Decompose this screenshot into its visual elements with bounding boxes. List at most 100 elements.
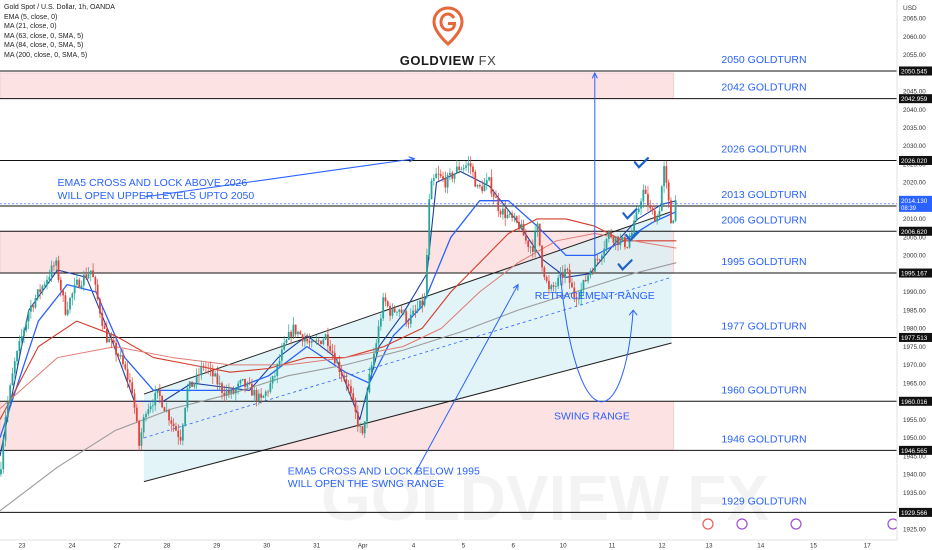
candle[interactable]	[267, 389, 269, 397]
candle[interactable]	[460, 166, 463, 171]
candle[interactable]	[152, 399, 154, 413]
candle[interactable]	[554, 281, 557, 294]
candle[interactable]	[306, 333, 309, 345]
candle[interactable]	[352, 387, 355, 403]
candle[interactable]	[343, 371, 345, 382]
candle[interactable]	[46, 275, 48, 290]
candle[interactable]	[644, 185, 647, 194]
candle[interactable]	[432, 174, 435, 186]
candle[interactable]	[308, 333, 311, 349]
candle[interactable]	[255, 387, 258, 407]
candle[interactable]	[568, 263, 571, 289]
candle[interactable]	[587, 274, 589, 284]
candle[interactable]	[400, 306, 403, 314]
candle[interactable]	[251, 378, 253, 396]
candle[interactable]	[612, 235, 615, 248]
candle[interactable]	[57, 255, 60, 283]
candle[interactable]	[234, 386, 237, 401]
candle[interactable]	[290, 329, 292, 345]
candle[interactable]	[280, 343, 283, 367]
candle[interactable]	[126, 361, 129, 388]
candle[interactable]	[41, 284, 44, 296]
candle[interactable]	[161, 394, 164, 408]
candle[interactable]	[262, 395, 265, 399]
candle[interactable]	[6, 396, 9, 423]
candle[interactable]	[419, 300, 421, 310]
candle[interactable]	[211, 364, 214, 384]
channel-lower-line[interactable]	[143, 342, 672, 483]
candle[interactable]	[294, 324, 297, 339]
candle[interactable]	[331, 343, 334, 360]
candle[interactable]	[651, 205, 654, 215]
candle[interactable]	[177, 424, 180, 445]
candle[interactable]	[23, 327, 25, 343]
candle[interactable]	[340, 365, 343, 382]
channel-upper-line[interactable]	[143, 211, 672, 395]
candle[interactable]	[128, 372, 131, 390]
ma-line-4[interactable]	[0, 262, 677, 512]
candle[interactable]	[264, 389, 267, 401]
candle[interactable]	[310, 335, 313, 348]
candle[interactable]	[147, 403, 150, 417]
candle[interactable]	[455, 159, 458, 175]
candle[interactable]	[511, 210, 514, 222]
candle[interactable]	[50, 260, 53, 283]
candle[interactable]	[550, 283, 553, 292]
candle[interactable]	[181, 422, 184, 446]
candle[interactable]	[497, 192, 500, 217]
candle[interactable]	[368, 367, 371, 394]
candle[interactable]	[122, 349, 124, 367]
candle[interactable]	[170, 416, 173, 432]
candle[interactable]	[538, 223, 541, 247]
candle[interactable]	[469, 156, 472, 175]
candle[interactable]	[640, 198, 642, 215]
candle[interactable]	[584, 274, 587, 282]
candle[interactable]	[672, 219, 675, 224]
candle[interactable]	[453, 172, 456, 184]
candle[interactable]	[421, 293, 424, 313]
candle[interactable]	[297, 330, 299, 337]
candle[interactable]	[62, 289, 65, 302]
candle[interactable]	[642, 184, 645, 208]
candle[interactable]	[483, 177, 486, 192]
candle[interactable]	[87, 267, 90, 280]
candle[interactable]	[435, 168, 438, 179]
candle[interactable]	[32, 303, 35, 312]
candle[interactable]	[446, 172, 449, 194]
candle[interactable]	[543, 265, 546, 281]
candle[interactable]	[536, 221, 539, 237]
candle[interactable]	[4, 411, 7, 447]
candle[interactable]	[271, 375, 274, 389]
candle[interactable]	[78, 277, 81, 289]
candle[interactable]	[195, 368, 198, 390]
candle[interactable]	[112, 334, 115, 347]
indicator-ma63[interactable]: MA (63, close, 0, SMA, 5)	[4, 32, 84, 40]
candle[interactable]	[520, 219, 523, 231]
candle[interactable]	[260, 387, 263, 404]
candle[interactable]	[610, 228, 613, 239]
candle[interactable]	[488, 176, 490, 182]
candle[interactable]	[398, 308, 401, 317]
candle[interactable]	[564, 264, 566, 284]
candle[interactable]	[476, 184, 479, 189]
candle[interactable]	[366, 387, 368, 429]
candle[interactable]	[99, 297, 101, 319]
time-axis[interactable]	[0, 540, 932, 550]
candle[interactable]	[624, 234, 626, 250]
candle[interactable]	[375, 339, 378, 356]
candle[interactable]	[320, 340, 322, 345]
candle[interactable]	[117, 352, 120, 360]
candle[interactable]	[73, 277, 76, 301]
candle[interactable]	[110, 332, 113, 349]
candle[interactable]	[363, 421, 366, 439]
candle[interactable]	[350, 379, 352, 400]
candle[interactable]	[504, 201, 507, 227]
ma-line-2[interactable]	[0, 218, 677, 420]
candle[interactable]	[407, 318, 410, 329]
candle[interactable]	[115, 337, 117, 362]
candle[interactable]	[175, 422, 177, 432]
candle[interactable]	[426, 248, 428, 299]
candle[interactable]	[299, 329, 302, 335]
candle[interactable]	[663, 161, 665, 193]
candle[interactable]	[253, 385, 256, 402]
